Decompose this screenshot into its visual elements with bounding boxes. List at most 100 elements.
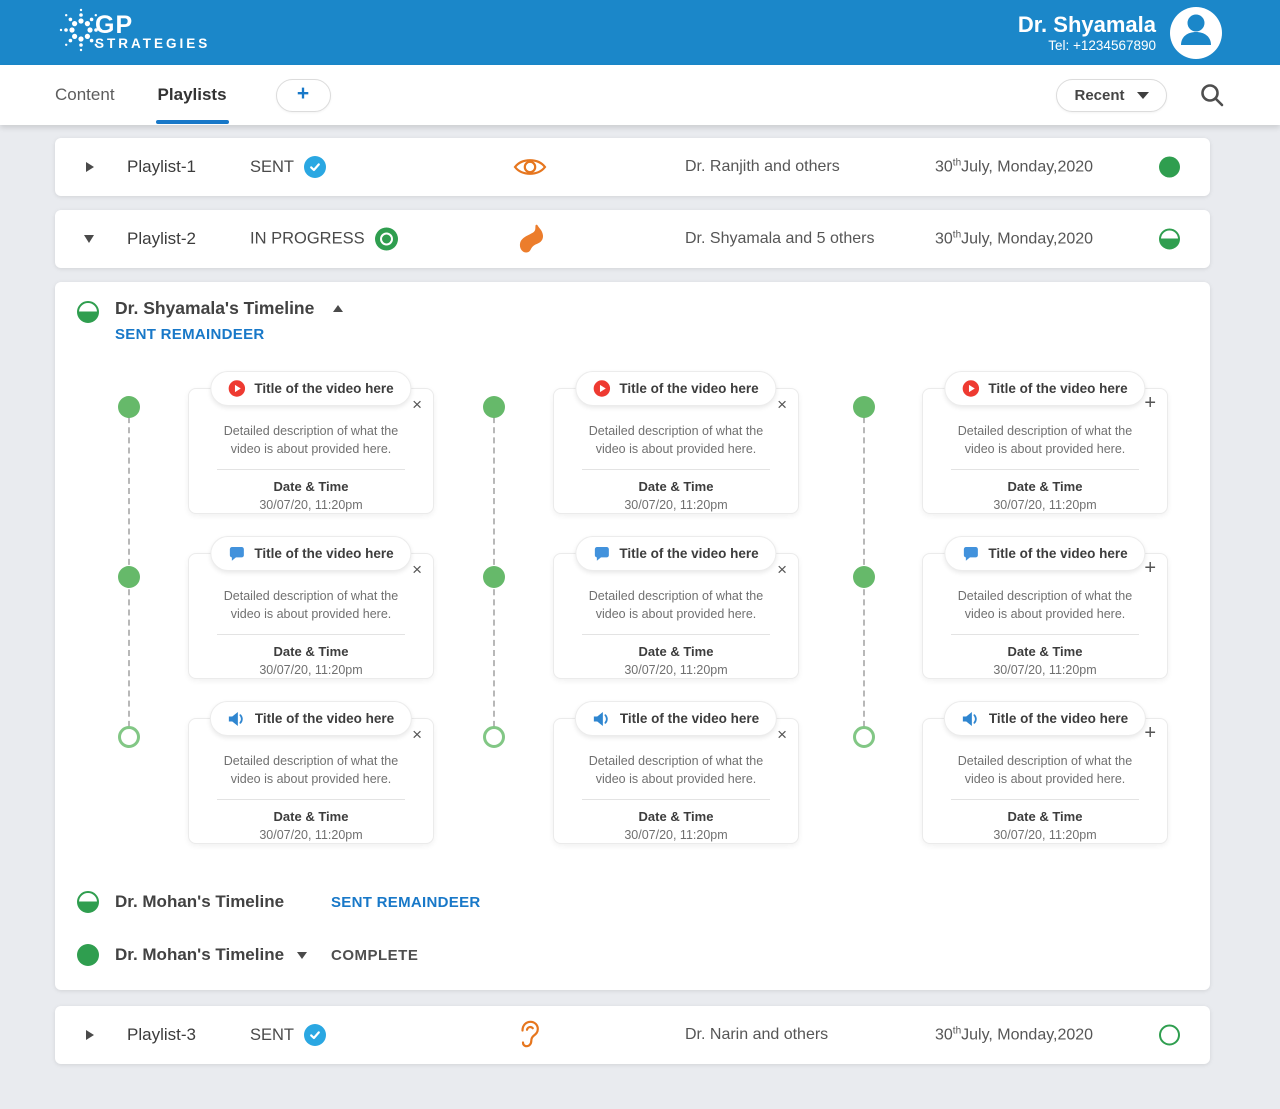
date: 30thJuly, Monday,2020 xyxy=(935,1025,1093,1044)
date-time-value: 30/07/20, 11:20pm xyxy=(624,663,728,678)
video-title: Title of the video here xyxy=(254,546,394,561)
date-time-label: Date & Time xyxy=(638,809,714,825)
video-title-pill[interactable]: Title of the video here xyxy=(575,371,777,406)
video-title: Title of the video here xyxy=(988,381,1128,396)
sort-label: Recent xyxy=(1074,86,1125,104)
collapse-caret-icon[interactable] xyxy=(84,235,94,243)
date-time-label: Date & Time xyxy=(638,479,714,495)
date-time-label: Date & Time xyxy=(638,644,714,660)
date-day: 30 xyxy=(935,158,953,176)
starburst-logo-icon xyxy=(55,4,107,61)
tab-content[interactable]: Content xyxy=(55,85,115,104)
expand-caret-icon[interactable] xyxy=(86,162,94,172)
video-description: Detailed description of what the video i… xyxy=(223,589,399,622)
playlist-row-1[interactable]: Playlist-1 SENT Dr. Ranjith and others 3… xyxy=(55,138,1210,196)
search-icon[interactable] xyxy=(1199,82,1225,108)
playlist-status: IN PROGRESS xyxy=(250,227,398,251)
speaker-icon xyxy=(593,711,611,727)
sent-reminder-link[interactable]: SENT REMAINDEER xyxy=(331,893,481,911)
video-card: Title of the video here + Detailed descr… xyxy=(922,371,1168,514)
date-day: 30 xyxy=(935,1026,953,1044)
chat-icon xyxy=(962,546,979,562)
video-title-pill[interactable]: Title of the video here xyxy=(574,701,778,736)
status-label: SENT xyxy=(250,157,295,176)
expand-caret-icon[interactable] xyxy=(297,951,308,959)
date-time-value: 30/07/20, 11:20pm xyxy=(993,828,1097,843)
video-description: Detailed description of what the video i… xyxy=(957,424,1133,457)
divider xyxy=(217,799,405,801)
video-description: Detailed description of what the video i… xyxy=(588,754,764,787)
timeline-owner-label: Dr. Mohan's Timeline xyxy=(115,945,285,964)
progress-circle-full xyxy=(1159,156,1180,178)
stomach-icon xyxy=(500,224,560,254)
date-rest: July, Monday,2020 xyxy=(961,158,1094,176)
close-icon[interactable]: × xyxy=(412,560,422,579)
timeline-status-half-circle xyxy=(77,301,99,323)
playlist-row-3[interactable]: Playlist-3 SENT Dr. Narin and others 30t… xyxy=(55,1006,1210,1064)
play-icon xyxy=(962,380,980,397)
date: 30thJuly, Monday,2020 xyxy=(935,157,1093,176)
video-title: Title of the video here xyxy=(988,546,1128,561)
add-icon[interactable]: + xyxy=(1144,557,1156,579)
playlist-name: Playlist-2 xyxy=(127,229,196,248)
video-title-pill[interactable]: Title of the video here xyxy=(944,536,1146,571)
video-card: Title of the video here + Detailed descr… xyxy=(922,701,1168,844)
expand-caret-icon[interactable] xyxy=(86,1030,94,1040)
speaker-icon xyxy=(962,711,980,727)
date-time-value: 30/07/20, 11:20pm xyxy=(624,828,728,843)
video-title-pill[interactable]: Title of the video here xyxy=(944,371,1146,406)
divider xyxy=(951,799,1139,801)
date-time-value: 30/07/20, 11:20pm xyxy=(993,663,1097,678)
timeline-dot-filled xyxy=(483,566,505,588)
date-time-label: Date & Time xyxy=(1007,644,1083,660)
close-icon[interactable]: × xyxy=(412,395,422,414)
video-title-pill[interactable]: Title of the video here xyxy=(210,371,412,406)
timeline-owner-label: Dr. Shyamala's Timeline xyxy=(115,298,315,318)
date: 30thJuly, Monday,2020 xyxy=(935,229,1093,248)
sort-dropdown[interactable]: Recent xyxy=(1056,78,1167,112)
sent-reminder-link[interactable]: SENT REMAINDEER xyxy=(115,326,265,343)
progress-circle-half xyxy=(1159,228,1180,250)
add-icon[interactable]: + xyxy=(1144,392,1156,414)
collapse-up-caret-icon[interactable] xyxy=(333,305,344,312)
add-playlist-button[interactable]: + xyxy=(275,78,331,112)
other-timeline-row: Dr. Mohan's Timeline SENT REMAINDEER xyxy=(77,890,481,914)
sent-check-icon xyxy=(304,156,327,178)
timeline-dot-hollow xyxy=(853,726,875,748)
close-icon[interactable]: × xyxy=(777,560,787,579)
user-avatar[interactable] xyxy=(1170,4,1222,61)
divider xyxy=(582,634,770,636)
date-suffix: th xyxy=(952,157,962,169)
video-description: Detailed description of what the video i… xyxy=(223,754,399,787)
video-card: Title of the video here × Detailed descr… xyxy=(553,701,799,844)
chevron-down-icon xyxy=(1136,91,1149,99)
video-title-pill[interactable]: Title of the video here xyxy=(210,536,412,571)
video-description: Detailed description of what the video i… xyxy=(588,589,764,622)
play-icon xyxy=(228,380,246,397)
video-title-pill[interactable]: Title of the video here xyxy=(575,536,777,571)
timeline-status-half-circle xyxy=(77,891,99,913)
playlist-status: SENT xyxy=(250,156,327,178)
video-card: Title of the video here × Detailed descr… xyxy=(553,536,799,679)
close-icon[interactable]: × xyxy=(412,725,422,744)
divider xyxy=(582,799,770,801)
playlist-row-2[interactable]: Playlist-2 IN PROGRESS Dr. Shyamala and … xyxy=(55,210,1210,268)
user-telephone: Tel: +1234567890 xyxy=(1048,37,1156,53)
person-icon xyxy=(1170,4,1222,61)
video-description: Detailed description of what the video i… xyxy=(957,754,1133,787)
user-name: Dr. Shyamala xyxy=(1017,11,1156,37)
close-icon[interactable]: × xyxy=(777,395,787,414)
close-icon[interactable]: × xyxy=(777,725,787,744)
video-description: Detailed description of what the video i… xyxy=(588,424,764,457)
tab-playlists[interactable]: Playlists xyxy=(155,85,229,124)
video-card: Title of the video here × Detailed descr… xyxy=(188,701,434,844)
video-title-pill[interactable]: Title of the video here xyxy=(943,701,1147,736)
add-icon[interactable]: + xyxy=(1144,722,1156,744)
video-title-pill[interactable]: Title of the video here xyxy=(209,701,413,736)
timeline-dot-hollow xyxy=(118,726,140,748)
date-time-label: Date & Time xyxy=(1007,809,1083,825)
sent-check-icon xyxy=(304,1024,327,1046)
timeline-owner-title: Dr. Shyamala's Timeline xyxy=(115,298,344,319)
date-rest: July, Monday,2020 xyxy=(961,1026,1094,1044)
video-title: Title of the video here xyxy=(619,381,759,396)
